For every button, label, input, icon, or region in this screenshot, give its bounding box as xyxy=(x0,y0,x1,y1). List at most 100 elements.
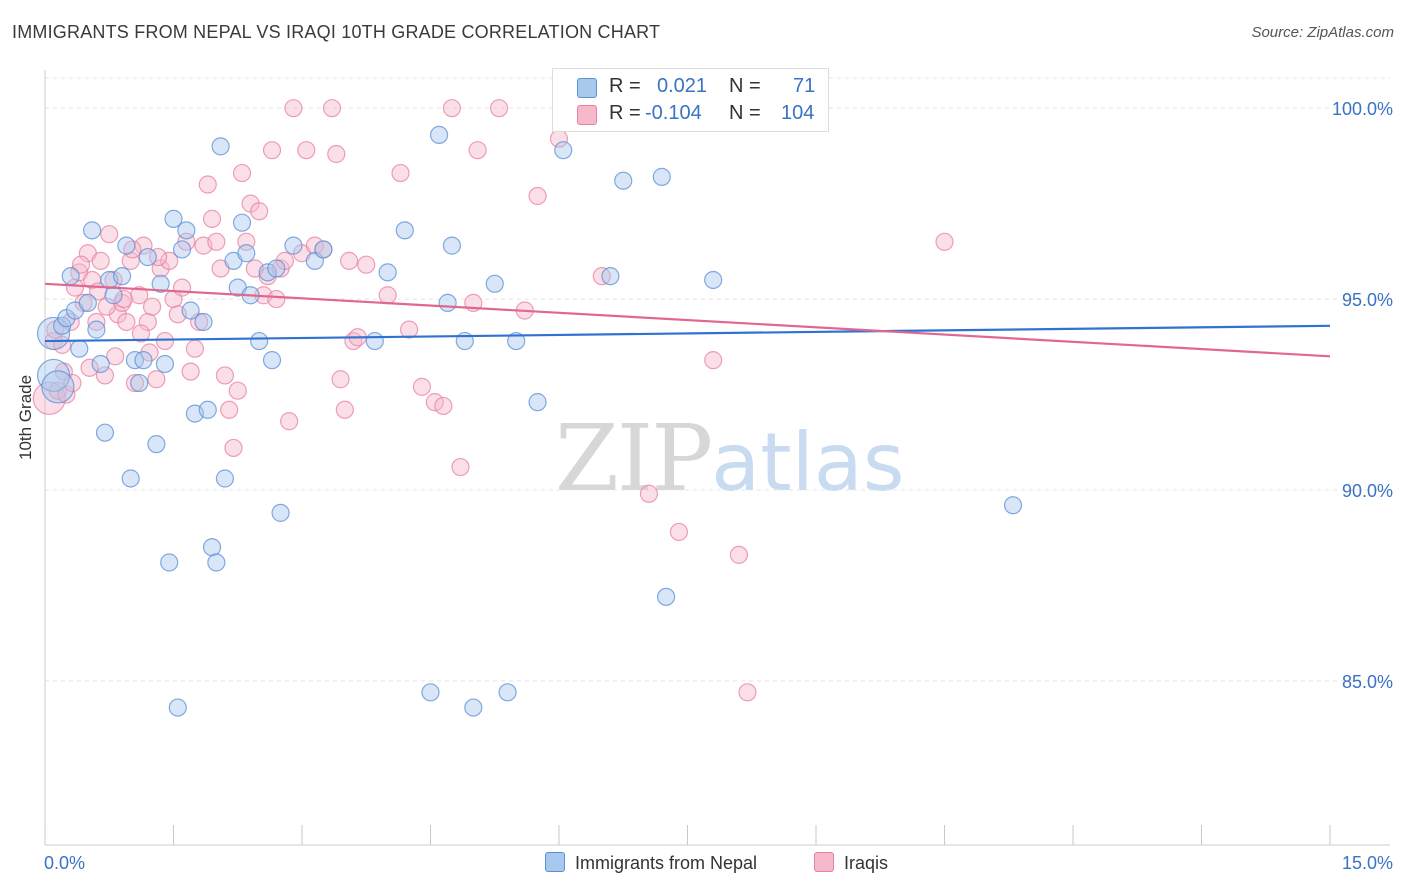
y-axis-title: 10th Grade xyxy=(16,374,35,460)
iraqi-point xyxy=(181,362,200,381)
iraqi-point xyxy=(106,347,125,366)
nepal-point xyxy=(198,400,217,419)
nepal-point xyxy=(121,469,140,488)
iraqi-point xyxy=(378,286,397,305)
iraqi-point xyxy=(468,141,487,160)
nepal-point xyxy=(91,354,110,374)
nepal-point xyxy=(207,553,226,572)
iraqi-point xyxy=(87,312,106,332)
iraqi-point xyxy=(704,351,723,370)
nepal-point xyxy=(601,267,620,286)
nepal-point xyxy=(237,244,256,263)
chart-title: IMMIGRANTS FROM NEPAL VS IRAQI 10TH GRAD… xyxy=(12,22,661,42)
y-tick-label: 100.0% xyxy=(1332,99,1393,119)
nepal-point xyxy=(87,320,106,339)
iraqi-point xyxy=(125,373,145,393)
nepal-point xyxy=(117,236,136,255)
iraqi-point xyxy=(71,255,91,274)
iraqi-point xyxy=(172,278,192,297)
iraqi-point xyxy=(357,255,376,274)
nepal-point xyxy=(429,125,449,145)
nepal-point xyxy=(61,267,80,286)
nepal-point xyxy=(250,331,269,351)
legend-r-value: 0.021 xyxy=(657,75,708,97)
iraqi-point xyxy=(322,99,342,118)
y-tick-label: 95.0% xyxy=(1342,290,1393,310)
iraqi-point xyxy=(57,385,76,404)
iraqi-point xyxy=(297,141,316,160)
nepal-point xyxy=(438,293,457,312)
nepal-point xyxy=(258,263,277,282)
nepal-point xyxy=(652,167,671,186)
watermark-atlas: atlas xyxy=(711,416,905,509)
nepal-point xyxy=(528,393,547,412)
iraqi-point xyxy=(284,99,303,118)
iraqi-point xyxy=(280,412,299,431)
iraqi-point xyxy=(80,358,99,377)
iraqi-point xyxy=(224,438,243,458)
iraqi-point xyxy=(305,236,324,255)
iraqi-point xyxy=(142,297,162,316)
iraqi-point xyxy=(117,312,136,332)
iraqi-point xyxy=(63,373,82,393)
nepal-point xyxy=(181,301,200,320)
nepal-trend-line xyxy=(44,324,1331,343)
nepal-point xyxy=(155,354,175,374)
nepal-swatch-icon xyxy=(577,78,597,98)
y-tick-label: 85.0% xyxy=(1342,672,1393,692)
iraqi-point xyxy=(215,366,234,385)
iraqi-point xyxy=(434,396,453,416)
legend-n-label: N = xyxy=(729,102,761,124)
iraqi-point xyxy=(738,683,757,702)
iraqi-point xyxy=(528,186,547,206)
nepal-point xyxy=(378,263,397,282)
nepal-point xyxy=(498,683,517,702)
iraqi-swatch-icon xyxy=(577,105,597,125)
nepal-point xyxy=(112,267,132,286)
iraqi-point xyxy=(639,484,659,503)
iraqi-point xyxy=(250,202,269,221)
y-tick-label: 90.0% xyxy=(1342,481,1393,501)
nepal-point xyxy=(554,141,573,160)
iraqi-point xyxy=(232,163,252,183)
iraqi-point xyxy=(451,457,470,477)
iraqi-point xyxy=(729,545,749,564)
nepal-point xyxy=(78,293,97,312)
nepal-point xyxy=(1003,496,1023,515)
nepal-point xyxy=(395,221,414,240)
iraqi-point xyxy=(130,286,149,305)
nepal-point xyxy=(421,683,440,702)
iraqi-point xyxy=(340,251,359,270)
legend-n-value: 71 xyxy=(793,75,816,97)
iraqi-point xyxy=(335,400,354,419)
iraqi-point xyxy=(425,393,444,412)
nepal-point xyxy=(614,171,633,190)
iraqi-point xyxy=(489,99,509,118)
iraqi-point xyxy=(100,225,119,244)
nepal-point xyxy=(104,286,123,305)
nepal-point xyxy=(314,240,333,259)
iraqi-point xyxy=(220,400,239,419)
nepal-point xyxy=(656,587,676,606)
iraqi-point xyxy=(131,324,151,343)
iraqi-point xyxy=(267,289,286,309)
iraqi-point xyxy=(669,522,689,542)
nepal-point xyxy=(134,351,153,370)
nepal-point xyxy=(262,351,282,370)
iraqi-point xyxy=(160,251,179,270)
nepal-point xyxy=(284,236,303,255)
nepal-point xyxy=(215,469,234,488)
nepal-point xyxy=(211,137,230,156)
watermark-zip: ZIP xyxy=(555,405,713,512)
nepal-point xyxy=(95,423,115,442)
bottom-legend-label: Iraqis xyxy=(844,853,889,873)
nepal-point xyxy=(442,236,462,255)
nepal-point xyxy=(164,209,183,228)
nepal-point xyxy=(130,373,149,393)
bottom-legend-nepal: Immigrants from Nepal xyxy=(545,852,757,874)
nepal-point xyxy=(172,240,192,259)
source-label: Source: ZipAtlas.com xyxy=(1251,24,1394,41)
iraqi-point xyxy=(155,331,175,351)
legend-r-value: -0.104 xyxy=(645,102,702,124)
